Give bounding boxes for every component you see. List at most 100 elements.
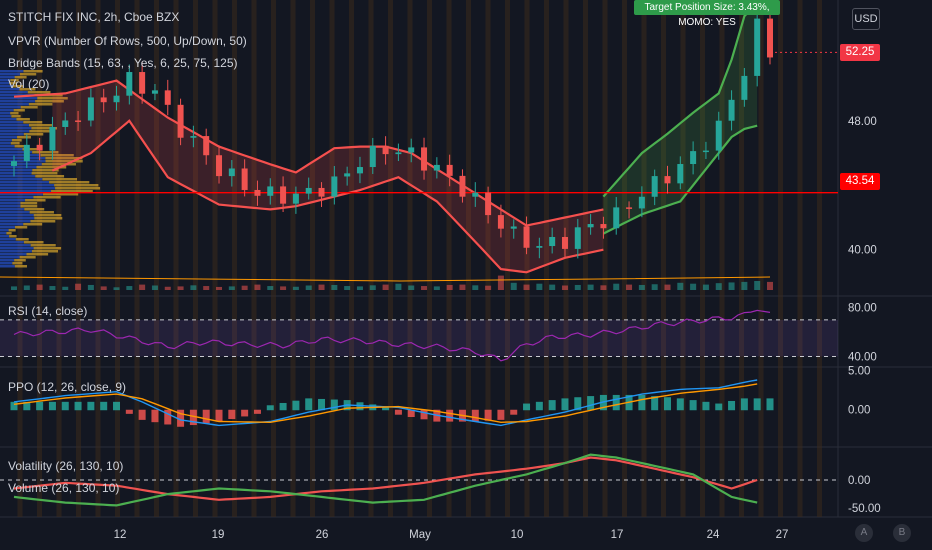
vpvr-bar-up [0, 247, 34, 250]
vpvr-bar-down [35, 175, 65, 178]
vpvr-bar-up [0, 139, 12, 142]
ppo-histogram-bar [253, 409, 261, 414]
vpvr-bar-up [0, 118, 17, 121]
candle-body [433, 164, 440, 171]
vpvr-bar-down [30, 244, 56, 247]
horizontal-line-price-tag: 43.54 [840, 173, 880, 190]
candle-body [536, 246, 543, 248]
vpvr-bar-up [0, 223, 24, 226]
time-axis-tick-label: 12 [114, 529, 127, 541]
volume-pane-label[interactable]: Volume (26, 130, 10) [8, 481, 120, 495]
volume-bar [715, 283, 722, 290]
vpvr-bar-down [33, 196, 61, 199]
vpvr-bar-down [29, 130, 54, 133]
vpvr-bar-down [17, 136, 31, 139]
vpvr-bar-down [14, 145, 27, 148]
ppo-histogram-bar [48, 401, 56, 411]
ppo-histogram-bar [279, 402, 287, 411]
rsi-axis-tick-label: 40.00 [848, 351, 877, 363]
indicator-vpvr-label[interactable]: VPVR (Number Of Rows, 500, Up/Down, 50) [8, 34, 247, 48]
candle-body [702, 150, 709, 153]
candle-body [228, 168, 235, 177]
volume-bar [754, 281, 761, 290]
ppo-histogram-bar [587, 396, 595, 411]
candle-body [741, 75, 748, 100]
volume-bar [433, 286, 440, 290]
candle-body [421, 147, 428, 171]
ppo-histogram-bar [638, 394, 646, 411]
candle-body [11, 161, 17, 166]
vpvr-bar-up [0, 76, 15, 79]
volume-bar [203, 286, 210, 290]
vpvr-bar-down [12, 262, 23, 265]
volume-bar [292, 286, 299, 290]
candle-body [190, 136, 197, 138]
ppo-pane-label[interactable]: PPO (12, 26, close, 9) [8, 380, 127, 394]
volume-bar [254, 284, 261, 290]
alert-a-button[interactable]: A [855, 524, 873, 542]
vpvr-bar-down [34, 217, 63, 220]
candle-body [382, 145, 389, 155]
alert-b-button[interactable]: B [893, 524, 911, 542]
vpvr-bar-up [0, 208, 25, 211]
volume-bar [664, 284, 671, 290]
candle-body [100, 97, 107, 103]
candle-body [318, 187, 325, 197]
candle-body [62, 120, 69, 127]
vpvr-bar-up [0, 100, 36, 103]
ppo-histogram-bar [189, 409, 197, 426]
vpvr-bar-down [19, 73, 37, 76]
ppo-histogram-bar [740, 398, 748, 411]
ppo-histogram-bar [382, 406, 390, 411]
volume-bar [767, 281, 773, 290]
ppo-histogram-bar [318, 398, 326, 411]
vpvr-bar-up [0, 94, 35, 97]
vpvr-bar-down [32, 151, 59, 154]
vpvr-bar-down [14, 76, 27, 79]
volume-bar [523, 284, 530, 290]
indicator-vol-label[interactable]: Vol (20) [8, 77, 50, 91]
time-axis-tick-label: 26 [316, 529, 329, 541]
vpvr-bar-up [0, 220, 31, 223]
ppo-histogram-bar [241, 409, 249, 417]
chart-title: STITCH FIX INC, 2h, Cboe BZX [8, 10, 180, 24]
volume-bar [741, 281, 748, 290]
vpvr-bar-up [0, 130, 30, 133]
rsi-pane-label[interactable]: RSI (14, close) [8, 304, 88, 318]
rsi-band-fill [0, 319, 838, 357]
volume-bar [36, 284, 43, 290]
ppo-histogram-bar [446, 409, 454, 422]
candle-body [216, 155, 223, 177]
ppo-histogram-bar [36, 401, 44, 411]
ppo-histogram-bar [330, 399, 338, 411]
vpvr-bar-up [0, 244, 31, 247]
indicator-bridge-bands-label[interactable]: Bridge Bands (15, 63, , Yes, 6, 25, 75, … [8, 56, 238, 70]
volume-bar [151, 285, 158, 290]
vpvr-bar-up [0, 172, 32, 175]
volume-bar [408, 285, 415, 290]
ppo-histogram-bar [535, 401, 543, 411]
volume-bar [651, 284, 658, 290]
candle-body [331, 176, 338, 197]
green-band-fill [603, 3, 758, 234]
ppo-histogram-bar [305, 398, 313, 411]
vpvr-bar-down [33, 214, 62, 217]
vpvr-bar-up [0, 136, 18, 139]
volatility-pane-label[interactable]: Volatility (26, 130, 10) [8, 459, 124, 473]
vpvr-bar-up [0, 145, 15, 148]
candle-body [395, 152, 402, 155]
vpvr-bar-up [0, 190, 52, 193]
vpvr-bar-up [0, 88, 20, 91]
time-axis-tick-label: 24 [707, 529, 720, 541]
time-axis-tick-label: May [409, 529, 431, 541]
vpvr-bar-up [0, 97, 38, 100]
ppo-histogram-bar [228, 409, 236, 420]
candle-body [36, 144, 43, 151]
candle-body [651, 176, 658, 197]
volume-bar [613, 283, 620, 290]
candle-body [561, 236, 568, 249]
currency-button[interactable]: USD [852, 8, 880, 30]
vpvr-bar-down [49, 181, 90, 184]
volume-bar [190, 285, 197, 290]
